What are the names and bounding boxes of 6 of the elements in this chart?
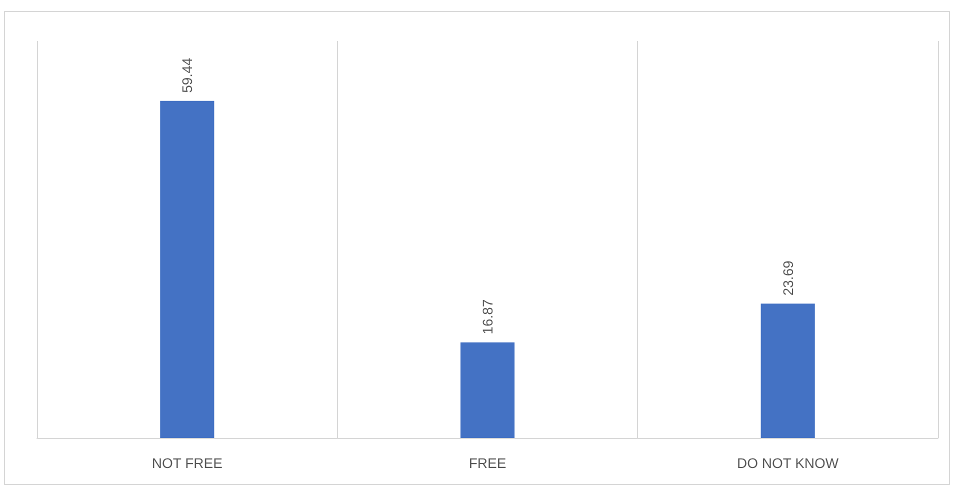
x-tick-label: NOT FREE: [152, 455, 222, 471]
data-label: 16.87: [480, 299, 496, 334]
data-label: 23.69: [780, 260, 796, 296]
x-tick-label: DO NOT KNOW: [737, 455, 840, 471]
x-tick-label: FREE: [468, 455, 506, 471]
data-label: 59.44: [179, 58, 196, 93]
